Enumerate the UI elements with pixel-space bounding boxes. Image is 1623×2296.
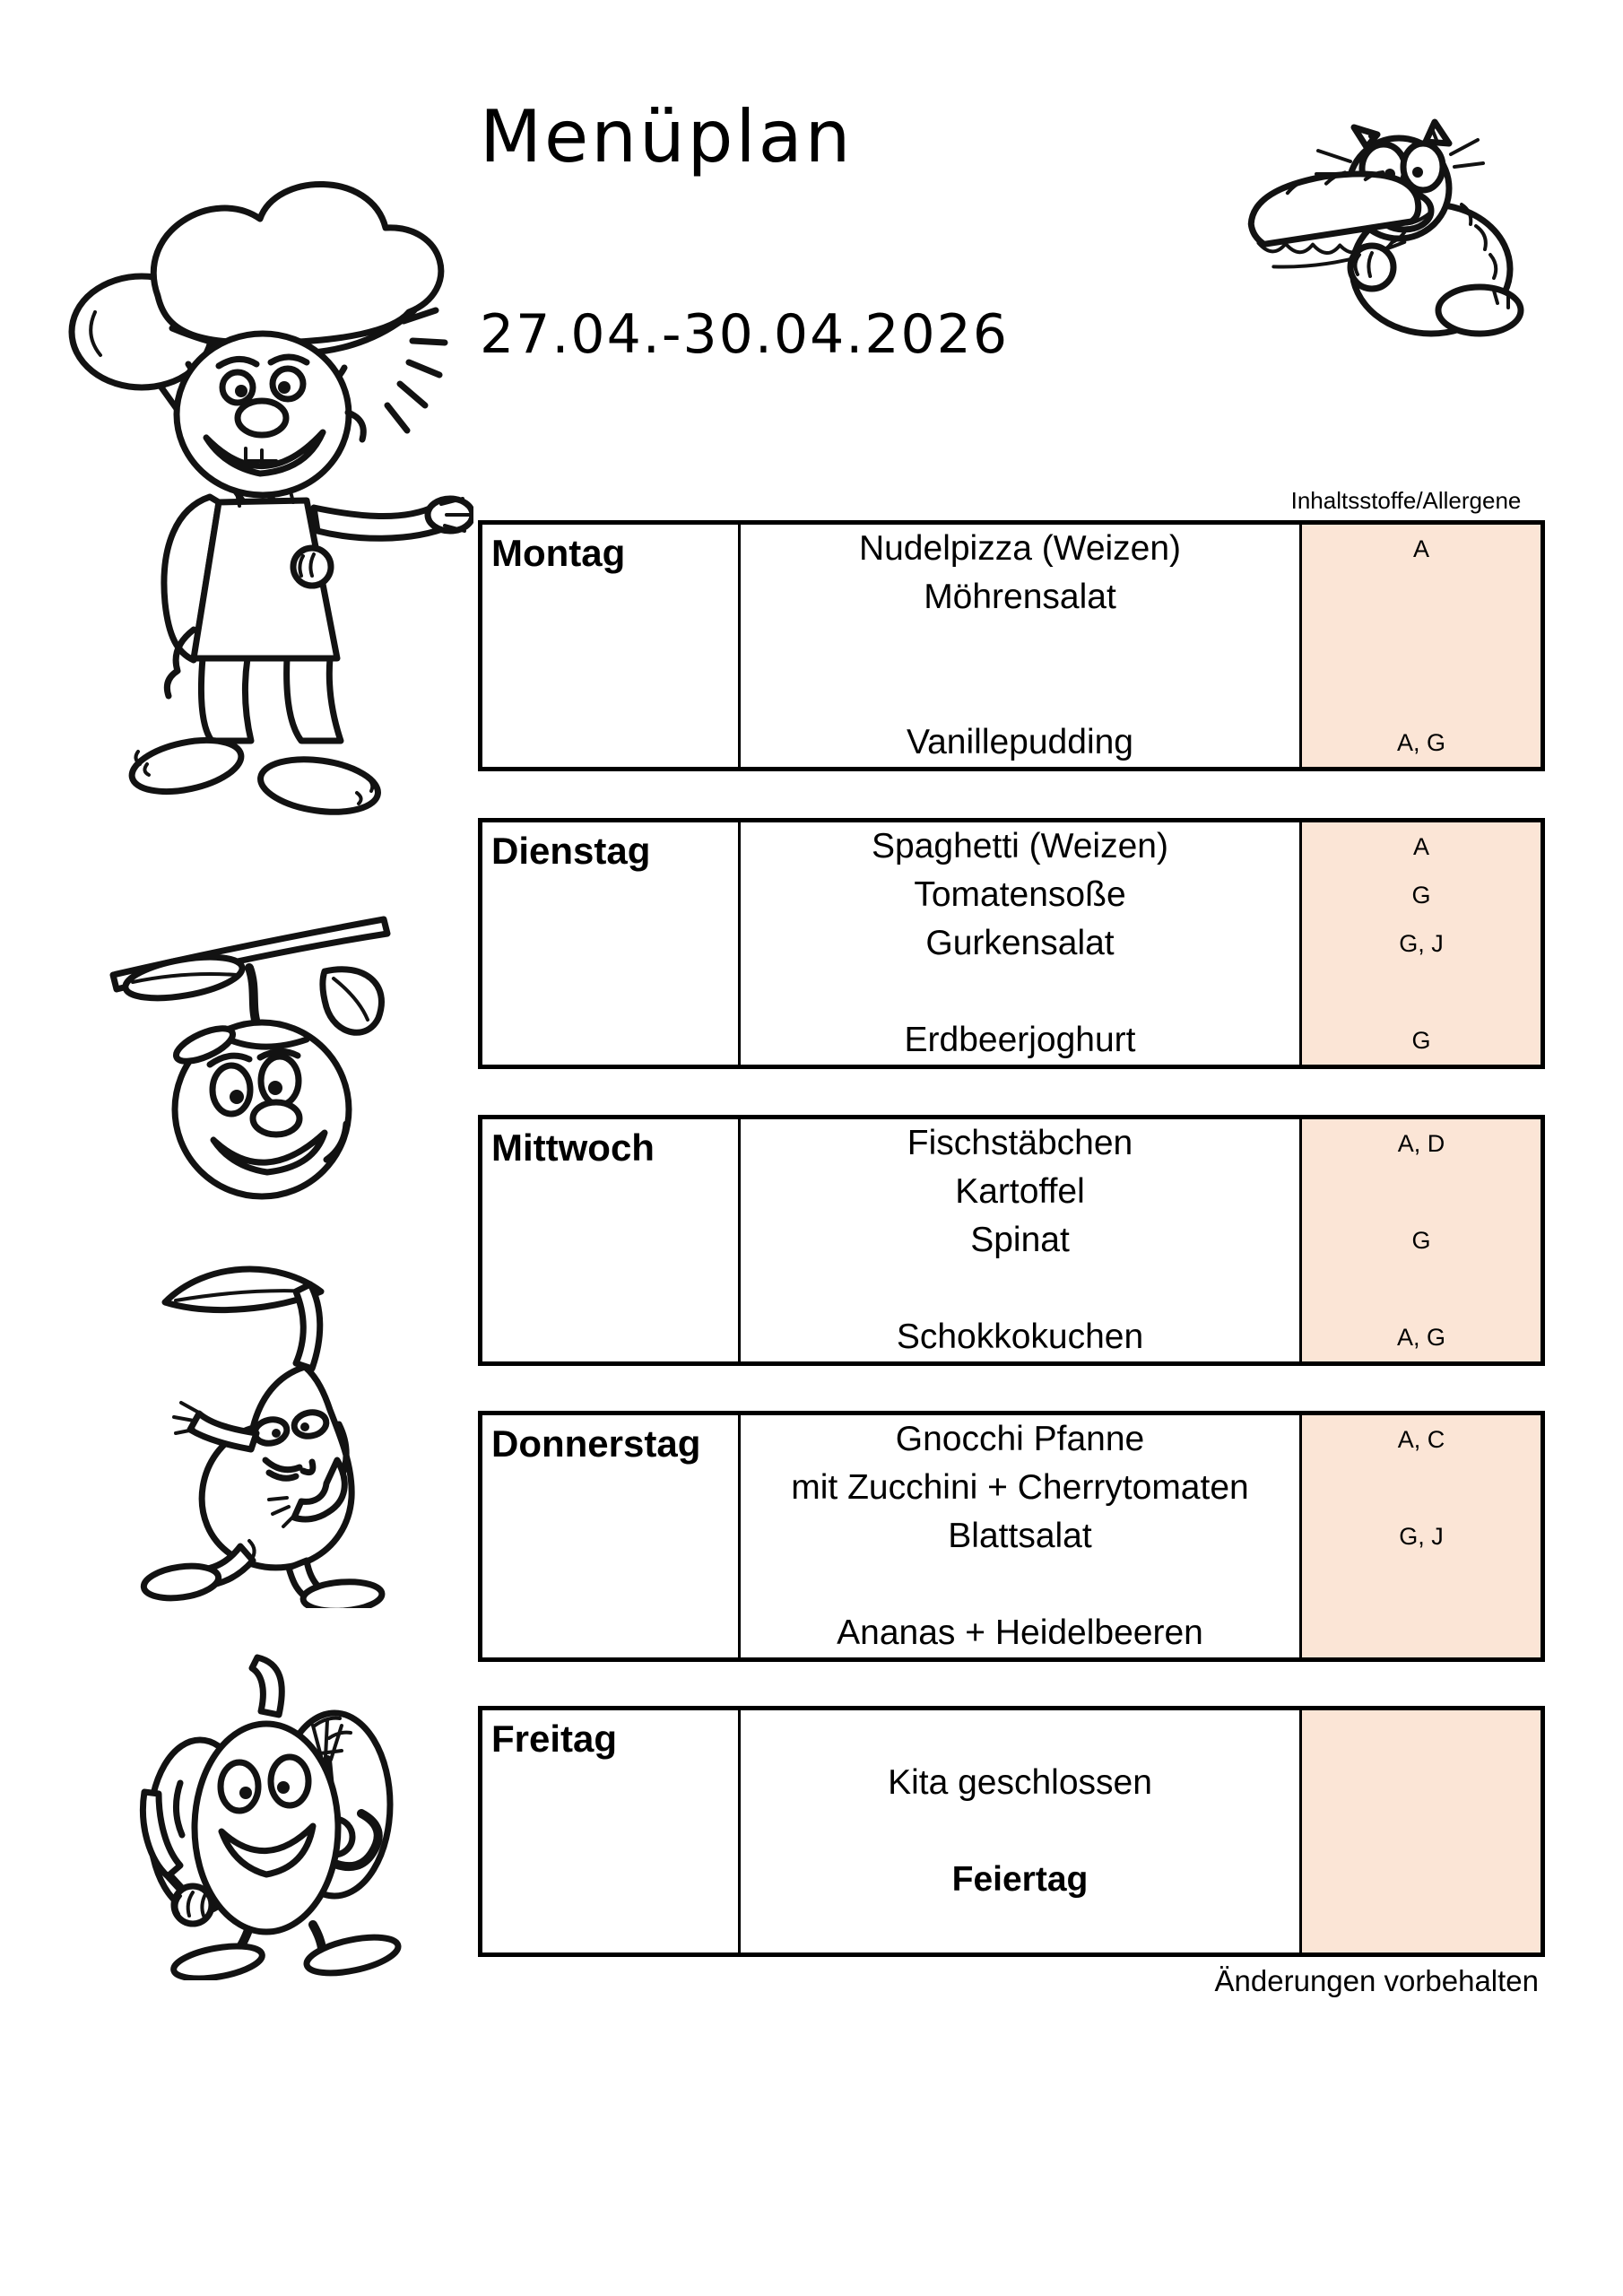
meal-text: Erdbeerjoghurt	[904, 1021, 1136, 1059]
day-label: Donnerstag	[482, 1415, 741, 1657]
meal-column: Fischstäbchen Kartoffel Spinat Schokkoku…	[741, 1119, 1302, 1361]
dancing-pear-icon	[140, 1265, 386, 1608]
allergen-text: A, D	[1397, 1130, 1445, 1157]
meal-text: Gurkensalat	[925, 924, 1115, 962]
meal-text	[741, 1265, 1299, 1313]
meal-text: Kartoffel	[955, 1172, 1085, 1211]
chef-with-wooden-spoon-icon	[68, 181, 473, 815]
allergen-text: G, J	[1399, 930, 1444, 957]
meal-text	[741, 1561, 1299, 1609]
allergen-text: A, G	[1396, 729, 1445, 756]
pear-illustration	[135, 1245, 399, 1608]
meal-text: Spinat	[970, 1221, 1070, 1259]
allergen-text	[1302, 573, 1541, 622]
day-label: Mittwoch	[482, 1119, 741, 1361]
allergen-column: A, D G A, G	[1302, 1119, 1541, 1361]
allergen-text: G	[1411, 1227, 1431, 1254]
footer-note: Änderungen vorbehalten	[1214, 1964, 1539, 1997]
allergen-text	[1302, 1856, 1541, 1904]
allergen-column: A A, G	[1302, 525, 1541, 767]
bell-pepper-with-cutlery-icon	[139, 1654, 402, 1980]
day-label: Freitag	[482, 1710, 741, 1952]
meal-text: Kita geschlossen	[888, 1763, 1152, 1802]
day-label: Montag	[482, 525, 741, 767]
allergen-text: A	[1412, 833, 1429, 860]
allergen-text	[1302, 622, 1541, 670]
meal-text	[741, 968, 1299, 1016]
allergen-column: A G G, J G	[1302, 822, 1541, 1065]
meal-column: Kita geschlossen Feiertag	[741, 1710, 1302, 1952]
meal-text	[741, 622, 1299, 670]
day-table-freitag: Freitag Kita geschlossen Feiertag	[478, 1706, 1545, 1957]
allergen-text	[1302, 1561, 1541, 1609]
meal-text: mit Zucchini + Cherrytomaten	[791, 1468, 1249, 1507]
allergen-text: G	[1411, 1027, 1431, 1054]
meal-text	[741, 670, 1299, 718]
allergen-text: A, C	[1397, 1426, 1445, 1453]
meal-column: Nudelpizza (Weizen) Möhrensalat Vanillep…	[741, 525, 1302, 767]
meal-text: Blattsalat	[948, 1517, 1092, 1555]
allergen-text	[1302, 1464, 1541, 1512]
allergen-text: A	[1412, 535, 1429, 562]
meal-column: Gnocchi Pfanne mit Zucchini + Cherrytoma…	[741, 1415, 1302, 1657]
cat-illustration	[1236, 118, 1524, 341]
cat-eating-sandwich-icon	[1247, 118, 1524, 337]
allergen-text	[1302, 1807, 1541, 1856]
meal-text: Vanillepudding	[907, 723, 1133, 761]
pepper-illustration	[121, 1650, 417, 1980]
allergen-text: A, G	[1396, 1324, 1445, 1351]
allergen-text	[1302, 670, 1541, 718]
meal-text: Nudelpizza (Weizen)	[858, 529, 1182, 568]
meal-text: Ananas + Heidelbeeren	[837, 1613, 1203, 1652]
apple-illustration	[99, 892, 395, 1206]
day-table-mittwoch: Mittwoch Fischstäbchen Kartoffel Spinat …	[478, 1115, 1545, 1366]
meal-text: Möhrensalat	[924, 578, 1116, 616]
sandwich	[1247, 170, 1422, 269]
meal-text	[741, 1710, 1299, 1759]
meal-text: Fischstäbchen	[907, 1124, 1133, 1162]
meal-column: Spaghetti (Weizen) Tomatensoße Gurkensal…	[741, 822, 1302, 1065]
page-title: Menüplan	[480, 95, 854, 178]
allergen-text: G, J	[1399, 1523, 1444, 1550]
allergen-text	[1302, 1609, 1541, 1657]
allergen-text	[1302, 1265, 1541, 1313]
day-table-donnerstag: Donnerstag Gnocchi Pfanne mit Zucchini +…	[478, 1411, 1545, 1662]
allergen-column: A, C G, J	[1302, 1415, 1541, 1657]
allergen-text	[1302, 1759, 1541, 1807]
apple-on-branch-icon	[109, 916, 391, 1200]
day-table-dienstag: Dienstag Spaghetti (Weizen) Tomatensoße …	[478, 818, 1545, 1069]
date-range: 27.04.-30.04.2026	[480, 303, 1010, 366]
day-table-montag: Montag Nudelpizza (Weizen) Möhrensalat V…	[478, 520, 1545, 771]
allergen-column	[1302, 1710, 1541, 1952]
allergen-text	[1302, 968, 1541, 1016]
allergen-text	[1302, 1904, 1541, 1952]
meal-text	[741, 1904, 1299, 1952]
allergen-text	[1302, 1710, 1541, 1759]
meal-text: Schokkokuchen	[896, 1318, 1144, 1356]
allergen-text: G	[1411, 882, 1431, 909]
meal-text: Gnocchi Pfanne	[895, 1420, 1145, 1458]
meal-text: Spaghetti (Weizen)	[872, 827, 1168, 865]
meal-text-emphasis: Feiertag	[951, 1860, 1089, 1899]
chef-illustration	[52, 145, 473, 822]
meal-text: Tomatensoße	[914, 875, 1126, 914]
meal-text	[741, 1807, 1299, 1856]
day-label: Dienstag	[482, 822, 741, 1065]
allergen-text	[1302, 1168, 1541, 1216]
allergen-column-header: Inhaltsstoffe/Allergene	[1290, 487, 1522, 514]
